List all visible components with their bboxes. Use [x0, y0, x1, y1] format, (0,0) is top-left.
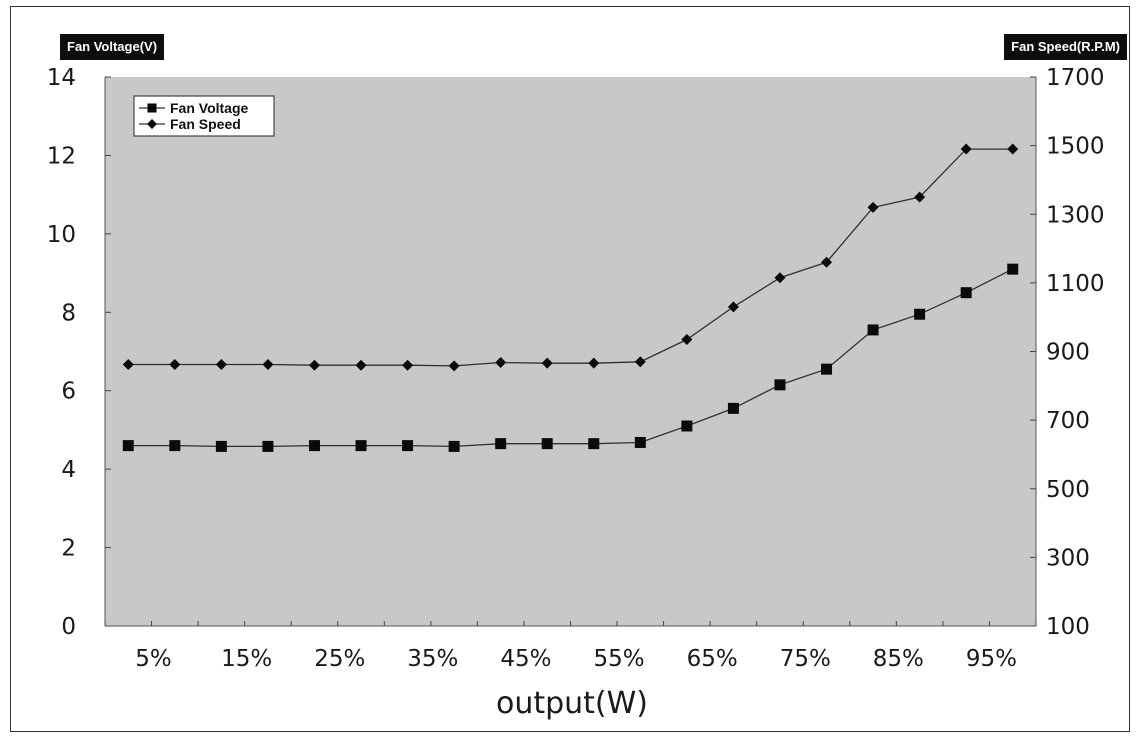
voltage-point: [308, 440, 320, 452]
voltage-point: [169, 440, 181, 452]
legend-label: Fan Voltage: [170, 100, 249, 116]
speed-point: [169, 359, 181, 371]
left-tick-label: 4: [61, 457, 76, 483]
right-tick-label: 1300: [1046, 202, 1105, 228]
left-tick-label: 2: [61, 536, 76, 562]
speed-point: [402, 359, 414, 371]
right-axis-title: Fan Speed(R.P.M): [1004, 34, 1127, 60]
voltage-point: [402, 440, 414, 452]
speed-point: [821, 256, 833, 268]
voltage-point: [262, 440, 274, 452]
left-tick-label: 12: [47, 143, 76, 169]
left-axis-title: Fan Voltage(V): [60, 34, 165, 60]
legend-square-marker: [147, 103, 157, 113]
right-tick-label: 300: [1046, 545, 1090, 571]
voltage-point: [215, 440, 227, 452]
right-tick-label: 700: [1046, 408, 1090, 434]
speed-point: [1007, 143, 1019, 155]
series-line-1: [128, 148, 1013, 367]
right-tick-label: 1500: [1046, 134, 1105, 160]
speed-point: [727, 301, 739, 313]
speed-point: [960, 143, 972, 155]
right-tick-label: 900: [1046, 340, 1090, 366]
voltage-point: [960, 287, 972, 299]
right-tick-label: 100: [1046, 614, 1090, 640]
speed-point: [867, 201, 879, 213]
x-tick-label: 55%: [593, 646, 644, 672]
right-tick-label: 1100: [1046, 271, 1105, 297]
speed-point: [681, 333, 693, 345]
x-tick-label: 35%: [407, 646, 458, 672]
voltage-point: [495, 438, 507, 450]
x-tick-label: 15%: [221, 646, 272, 672]
speed-point: [541, 357, 553, 369]
legend-label: Fan Speed: [170, 116, 241, 132]
voltage-point: [1007, 263, 1019, 275]
x-tick-label: 85%: [873, 646, 924, 672]
left-tick-label: 8: [61, 300, 76, 326]
legend-diamond-marker: [147, 119, 157, 129]
voltage-point: [681, 420, 693, 432]
x-axis-label: output(W): [496, 686, 648, 721]
left-tick-label: 6: [61, 379, 76, 405]
speed-point: [588, 357, 600, 369]
x-tick-label: 65%: [687, 646, 738, 672]
speed-point: [122, 359, 134, 371]
x-tick-label: 95%: [966, 646, 1017, 672]
voltage-point: [774, 379, 786, 391]
voltage-point: [634, 436, 646, 448]
voltage-point: [122, 440, 134, 452]
plot-area: [105, 77, 1036, 626]
speed-point: [262, 359, 274, 371]
voltage-point: [355, 440, 367, 452]
voltage-point: [914, 308, 926, 320]
voltage-point: [821, 363, 833, 375]
voltage-point: [588, 438, 600, 450]
voltage-point: [867, 324, 879, 336]
speed-point: [308, 359, 320, 371]
right-tick-label: 1700: [1046, 65, 1105, 91]
left-tick-label: 0: [61, 614, 76, 640]
voltage-point: [448, 440, 460, 452]
speed-point: [448, 360, 460, 372]
voltage-point: [727, 402, 739, 414]
speed-point: [355, 359, 367, 371]
speed-point: [914, 191, 926, 203]
legend-box: [133, 95, 275, 137]
chart-frame: [10, 6, 1130, 732]
x-tick-label: 25%: [314, 646, 365, 672]
series-line-0: [128, 268, 1013, 448]
speed-point: [215, 359, 227, 371]
x-tick-label: 5%: [135, 646, 172, 672]
voltage-point: [541, 438, 553, 450]
x-tick-label: 45%: [500, 646, 551, 672]
right-tick-label: 500: [1046, 477, 1090, 503]
left-tick-label: 10: [47, 222, 76, 248]
speed-point: [495, 356, 507, 368]
speed-point: [634, 356, 646, 368]
x-tick-label: 75%: [780, 646, 831, 672]
speed-point: [774, 272, 786, 284]
left-tick-label: 14: [47, 65, 76, 91]
